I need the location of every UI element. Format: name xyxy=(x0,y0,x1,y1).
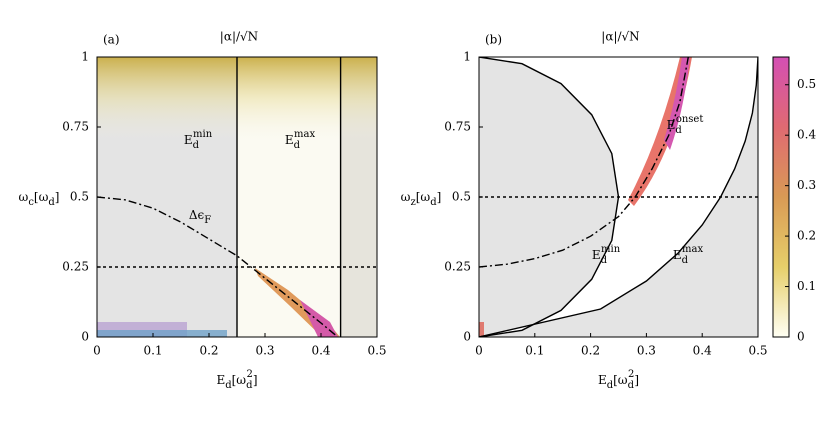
x-axis-label-part: [ω xyxy=(232,373,247,387)
annotation: Edmin xyxy=(184,129,213,151)
x-tick-label: 0.1 xyxy=(525,344,544,358)
x-tick-label: 0.1 xyxy=(143,344,162,358)
colorbar-tick-label: 0.1 xyxy=(797,279,816,293)
annotation: ΔϵF xyxy=(189,208,211,226)
x-tick-label: 0.3 xyxy=(255,344,274,358)
colorbar-tick-label: 0.2 xyxy=(797,229,816,243)
annotation-part: d xyxy=(682,255,689,266)
x-tick-label: 0.4 xyxy=(693,344,712,358)
panel-label: (a) xyxy=(103,33,120,47)
annotation-part: F xyxy=(204,215,211,226)
x-axis-label-part: d xyxy=(628,380,635,391)
x-tick-label: 0.2 xyxy=(581,344,600,358)
x-axis-label-part: [ω xyxy=(613,373,628,387)
colorbar-tick-label: 0.3 xyxy=(797,178,816,192)
y-axis-label-part: [ω xyxy=(416,190,431,204)
annotation-part: Δϵ xyxy=(189,208,205,222)
y-tick-label: 0.75 xyxy=(444,120,471,134)
x-axis-label-part: d xyxy=(607,380,614,391)
x-axis-label-part: 2 xyxy=(246,369,252,380)
x-tick-label: 0.2 xyxy=(199,344,218,358)
colorbar xyxy=(772,56,790,338)
y-axis-label-part: c xyxy=(28,197,34,208)
annotation-part: d xyxy=(601,255,608,266)
x-tick-label: 0.3 xyxy=(637,344,656,358)
annotation: Edmax xyxy=(673,244,704,266)
x-tick-label: 0.4 xyxy=(311,344,330,358)
y-tick-label: 1 xyxy=(463,50,471,64)
y-axis-label-part: d xyxy=(430,197,437,208)
annotation: Edonset xyxy=(667,114,704,136)
x-axis-label: Ed[ωd2] xyxy=(598,369,639,391)
annotation-part: onset xyxy=(676,114,704,125)
x-axis-label-part: ] xyxy=(634,373,639,387)
y-axis-label: ωz[ωd] xyxy=(401,190,442,208)
annotation-part: E xyxy=(184,133,193,147)
colorbar-tick-label: 0.4 xyxy=(797,128,816,142)
chart-title: |α|/√N xyxy=(601,30,639,44)
annotation-part: E xyxy=(673,248,682,262)
curve xyxy=(97,196,339,337)
curve xyxy=(479,57,689,268)
y-tick-label: 1 xyxy=(81,50,89,64)
y-axis-label-part: z xyxy=(410,197,415,208)
x-axis-label: Ed[ωd2] xyxy=(216,369,257,391)
y-tick-label: 0.75 xyxy=(62,120,89,134)
y-tick-label: 0.5 xyxy=(70,190,89,204)
x-axis-label-part: E xyxy=(216,373,225,387)
x-axis-label-part: ] xyxy=(253,373,258,387)
y-tick-label: 0 xyxy=(463,330,471,344)
annotation-part: min xyxy=(601,244,621,255)
y-axis-label-part: ω xyxy=(401,190,411,204)
annotation: Edmax xyxy=(285,129,316,151)
x-tick-label: 0 xyxy=(93,344,101,358)
x-tick-label: 0.5 xyxy=(367,344,386,358)
panel-label: (b) xyxy=(485,33,502,47)
chart-title: |α|/√N xyxy=(220,30,258,44)
x-axis-label-part: 2 xyxy=(628,369,634,380)
x-axis-label-part: d xyxy=(246,380,253,391)
y-tick-label: 0.5 xyxy=(452,190,471,204)
y-axis-label-part: ] xyxy=(437,190,442,204)
annotation-part: max xyxy=(294,129,315,140)
annotation-part: E xyxy=(285,133,294,147)
y-tick-label: 0 xyxy=(81,330,89,344)
annotation-part: d xyxy=(193,140,200,151)
y-axis-label-part: d xyxy=(48,197,55,208)
annotation-part: max xyxy=(682,244,703,255)
colorbar-tick-label: 0.5 xyxy=(797,77,816,91)
y-axis-label-part: ] xyxy=(55,190,60,204)
annotation-part: d xyxy=(294,140,301,151)
y-axis-label-part: ω xyxy=(19,190,29,204)
x-tick-label: 0 xyxy=(475,344,483,358)
y-tick-label: 0.25 xyxy=(62,260,89,274)
annotation-part: E xyxy=(667,118,676,132)
annotation-part: d xyxy=(675,125,682,136)
x-axis-label-part: d xyxy=(225,380,232,391)
annotation-part: min xyxy=(193,129,213,140)
annotation-part: E xyxy=(592,248,601,262)
x-tick-label: 0.5 xyxy=(748,344,767,358)
y-axis-label: ωc[ωd] xyxy=(19,190,60,208)
y-tick-label: 0.25 xyxy=(444,260,471,274)
y-axis-label-part: [ω xyxy=(34,190,49,204)
colorbar-tick-label: 0 xyxy=(797,330,805,344)
annotation: Edmin xyxy=(592,244,621,266)
x-axis-label-part: E xyxy=(598,373,607,387)
